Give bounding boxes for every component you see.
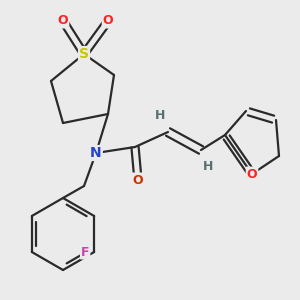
Text: O: O <box>103 14 113 28</box>
Text: O: O <box>133 173 143 187</box>
Text: N: N <box>90 146 102 160</box>
Text: O: O <box>247 167 257 181</box>
Text: S: S <box>79 47 89 61</box>
Text: H: H <box>203 160 214 173</box>
Text: F: F <box>81 245 89 259</box>
Text: H: H <box>155 109 166 122</box>
Text: O: O <box>58 14 68 28</box>
